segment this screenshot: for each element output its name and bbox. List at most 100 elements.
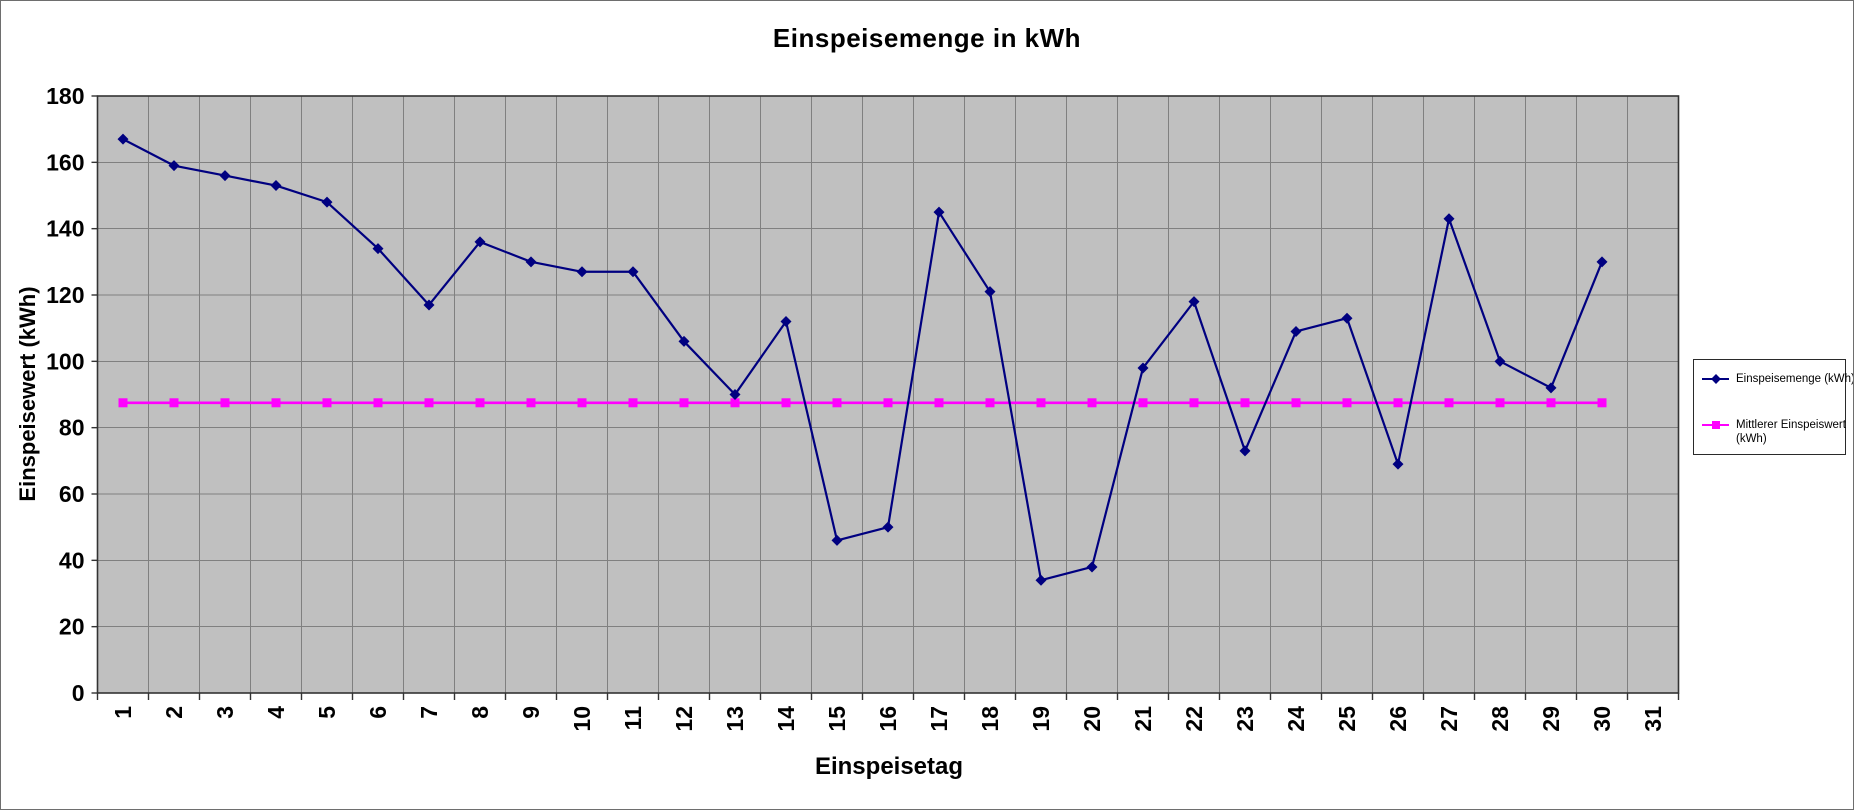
mean-marker-square <box>322 398 332 408</box>
data-point-diamond <box>1188 296 1200 308</box>
x-tick-label: 14 <box>773 706 799 732</box>
mean-marker-square <box>1240 398 1250 408</box>
y-tick-label: 160 <box>46 149 84 175</box>
data-point-diamond <box>168 160 180 172</box>
x-tick-label: 3 <box>212 706 238 719</box>
mean-marker-square <box>577 398 587 408</box>
data-point-diamond <box>117 133 129 145</box>
x-tick-label: 4 <box>263 706 289 719</box>
mean-marker-square <box>424 398 434 408</box>
mean-marker-square <box>679 398 689 408</box>
series-mittlerer-einspeiswert <box>118 398 1607 408</box>
x-tick-label: 18 <box>977 706 1003 732</box>
mean-marker-square <box>1342 398 1352 408</box>
data-point-diamond <box>372 243 384 255</box>
chart-title: Einspeisemenge in kWh <box>772 23 1082 53</box>
mean-marker-square <box>1495 398 1505 408</box>
legend-square-icon <box>1711 421 1720 429</box>
mean-marker-square <box>1291 398 1301 408</box>
data-point-diamond <box>321 196 333 208</box>
data-point-diamond <box>576 266 588 278</box>
x-tick-label: 5 <box>314 706 340 719</box>
mean-marker-square <box>1189 398 1199 408</box>
series-einspeisemenge <box>117 133 1608 586</box>
mean-marker-square <box>934 398 944 408</box>
x-tick-label: 22 <box>1181 706 1207 732</box>
mean-marker-square <box>1444 398 1454 408</box>
legend-label: Einspeisemenge (kWh) <box>1736 373 1854 385</box>
mean-marker-square <box>1393 398 1403 408</box>
y-tick-label: 40 <box>59 547 85 573</box>
legend-label: Mittlerer Einspeiswert (kWh) <box>1736 419 1846 445</box>
x-axis-title: Einspeisetag <box>814 753 964 780</box>
mean-marker-square <box>118 398 128 408</box>
mean-marker-square <box>220 398 230 408</box>
axis-ticks <box>91 95 1680 700</box>
mean-marker-square <box>730 398 740 408</box>
data-point-diamond <box>1392 458 1404 470</box>
data-point-diamond <box>780 316 792 328</box>
legend-entry-einspeisemenge: Einspeisemenge (kWh) <box>1702 372 1854 386</box>
x-tick-label: 28 <box>1487 706 1513 732</box>
x-tick-label: 6 <box>365 706 391 719</box>
x-tick-label: 2 <box>161 706 187 719</box>
legend-line-sample-magenta <box>1702 421 1729 429</box>
x-tick-label: 13 <box>722 706 748 732</box>
data-point-diamond <box>1035 574 1047 586</box>
data-point-diamond <box>1137 362 1149 374</box>
data-point-diamond <box>423 299 435 311</box>
mean-marker-square <box>628 398 638 408</box>
data-point-diamond <box>1443 213 1455 225</box>
y-tick-label: 180 <box>46 83 84 109</box>
mean-marker-square <box>1087 398 1097 408</box>
x-tick-label: 10 <box>569 706 595 732</box>
data-point-diamond <box>627 266 639 278</box>
x-tick-label: 25 <box>1334 706 1360 732</box>
mean-marker-square <box>169 398 179 408</box>
x-tick-label: 27 <box>1436 706 1462 732</box>
plot-area <box>97 96 1679 693</box>
y-tick-label: 80 <box>59 415 85 441</box>
x-tick-label: 17 <box>926 706 952 732</box>
mean-marker-square <box>1036 398 1046 408</box>
x-tick-label: 12 <box>671 706 697 732</box>
mean-marker-square <box>1546 398 1556 408</box>
legend-entry-mittelwert: Mittlerer Einspeiswert (kWh) <box>1702 418 1846 446</box>
x-tick-label: 21 <box>1130 706 1156 732</box>
einspeisemenge-line <box>122 138 1604 582</box>
data-point-diamond <box>1545 382 1557 394</box>
data-point-diamond <box>270 180 282 192</box>
x-tick-label: 8 <box>467 706 493 719</box>
y-tick-label: 100 <box>46 348 84 374</box>
mean-marker-square <box>883 398 893 408</box>
data-point-diamond <box>729 389 741 400</box>
legend-box: Einspeisemenge (kWh) Mittlerer Einspeisw… <box>1693 359 1853 455</box>
x-tick-label: 20 <box>1079 706 1105 732</box>
legend-line-sample-blue <box>1702 374 1729 384</box>
x-tick-label: 26 <box>1385 706 1411 732</box>
x-tick-label: 15 <box>824 706 850 732</box>
x-tick-label: 9 <box>518 706 544 719</box>
x-tick-label: 16 <box>875 706 901 732</box>
data-point-diamond <box>474 236 486 248</box>
x-tick-label: 31 <box>1640 706 1666 732</box>
data-point-diamond <box>1290 325 1302 337</box>
mean-marker-square <box>1138 398 1148 408</box>
data-point-diamond <box>984 286 996 298</box>
mean-marker-square <box>1597 398 1607 408</box>
plot-border <box>96 95 1680 694</box>
gridlines <box>97 96 1679 693</box>
data-point-diamond <box>1086 561 1098 573</box>
x-tick-label: 7 <box>416 706 442 719</box>
data-point-diamond <box>678 335 690 347</box>
y-tick-label: 120 <box>46 282 84 308</box>
x-tick-label: 19 <box>1028 706 1054 732</box>
x-tick-label: 29 <box>1538 706 1564 732</box>
data-point-diamond <box>525 256 537 268</box>
x-tick-label: 24 <box>1283 706 1309 732</box>
data-point-diamond <box>1596 256 1608 268</box>
y-tick-label: 140 <box>46 216 84 242</box>
x-tick-label: 30 <box>1589 706 1615 732</box>
data-point-diamond <box>1239 445 1251 457</box>
